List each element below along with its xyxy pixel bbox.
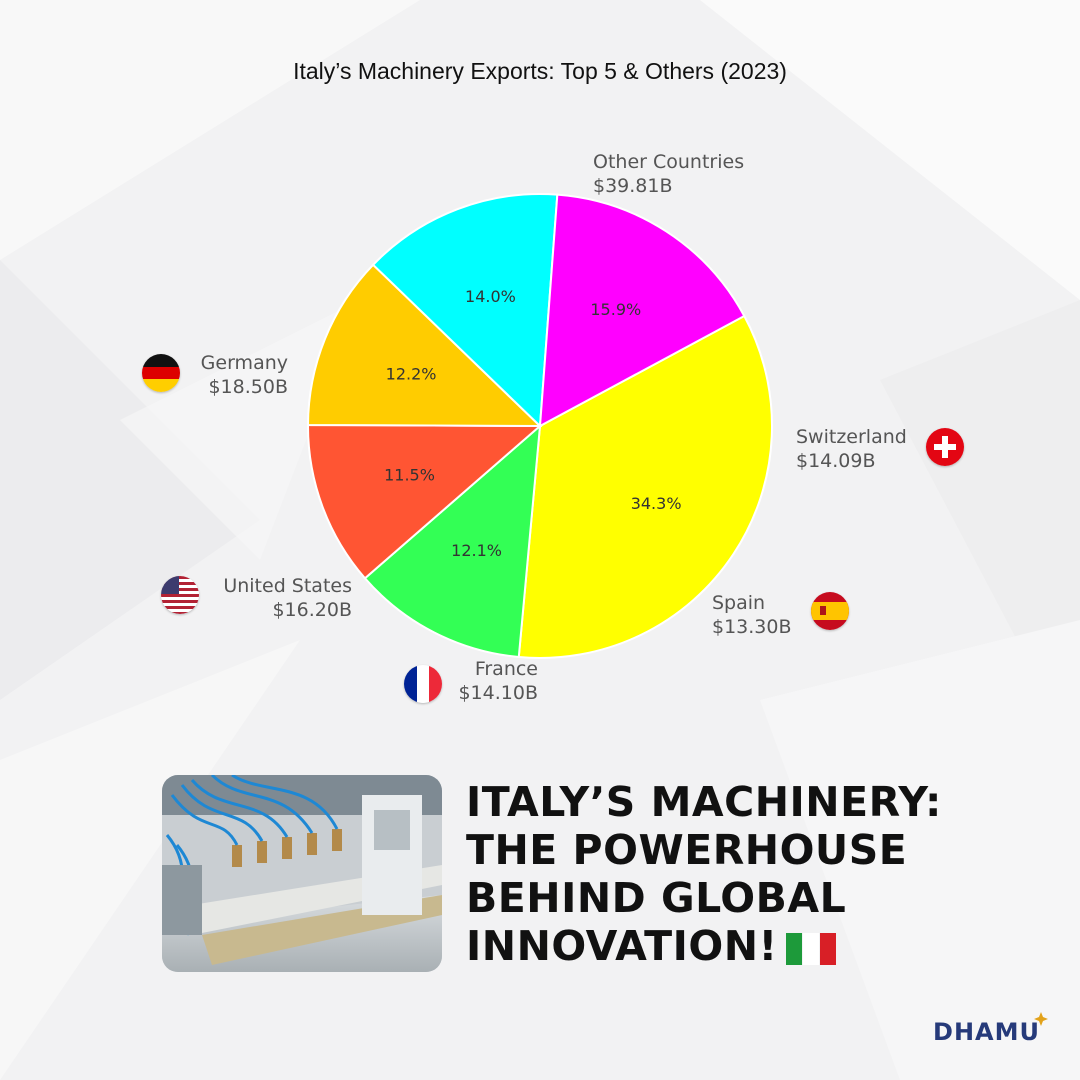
label-name: Germany xyxy=(200,352,288,374)
france-flag-icon xyxy=(404,665,442,703)
pie-pct-label: 11.5% xyxy=(384,465,435,484)
headline-line-1: ITALY’S MACHINERY: xyxy=(466,778,942,826)
pie-pct-label: 12.2% xyxy=(386,365,437,384)
brand-logo: DHAMU xyxy=(933,1018,1040,1046)
label-value: $14.10B xyxy=(458,682,538,704)
label-france: France $14.10B xyxy=(440,657,538,705)
spain-flag-icon xyxy=(811,592,849,630)
label-value: $16.20B xyxy=(272,599,352,621)
label-germany: Germany $18.50B xyxy=(188,351,288,399)
pie-pct-label: 12.1% xyxy=(451,541,502,560)
headline: ITALY’S MACHINERY: THE POWERHOUSE BEHIND… xyxy=(466,778,986,970)
label-name: Spain xyxy=(712,592,766,614)
chart-title: Italy’s Machinery Exports: Top 5 & Other… xyxy=(293,58,787,84)
germany-flag-icon xyxy=(142,354,180,392)
headline-line-3: BEHIND GLOBAL xyxy=(466,874,847,922)
label-value: $39.81B xyxy=(593,175,673,197)
headline-line-2: THE POWERHOUSE xyxy=(466,826,908,874)
usa-flag-icon xyxy=(161,576,199,614)
pie-slice-germany xyxy=(538,193,746,428)
pie-pct-label: 15.9% xyxy=(590,300,641,319)
label-name: Other Countries xyxy=(593,151,745,173)
italy-flag-icon xyxy=(785,933,836,965)
pie-slice-other-countries xyxy=(517,314,773,659)
headline-line-4: INNOVATION! xyxy=(466,922,986,970)
pie-slice-switzerland xyxy=(363,423,542,659)
label-value: $14.09B xyxy=(796,450,876,472)
pie-slice-united-states xyxy=(371,193,559,429)
label-other-countries: Other Countries $39.81B xyxy=(593,150,744,198)
pie-pct-label: 14.0% xyxy=(465,287,516,306)
pie-slice-france xyxy=(306,263,543,428)
label-name: France xyxy=(474,658,538,680)
label-value: $18.50B xyxy=(208,376,288,398)
label-value: $13.30B xyxy=(712,616,792,638)
label-name: Switzerland xyxy=(796,426,907,448)
machinery-photo xyxy=(162,775,442,972)
headline-line-4-text: INNOVATION! xyxy=(466,922,778,970)
label-switzerland: Switzerland $14.09B xyxy=(796,425,907,473)
pie-slice-spain xyxy=(307,423,543,580)
brand-spark-icon xyxy=(1034,1012,1048,1026)
label-spain: Spain $13.30B xyxy=(712,591,792,639)
pie-pct-label: 34.3% xyxy=(631,494,682,513)
label-united-states: United States $16.20B xyxy=(200,574,352,622)
label-name: United States xyxy=(223,575,352,597)
switzerland-flag-icon xyxy=(926,428,964,466)
